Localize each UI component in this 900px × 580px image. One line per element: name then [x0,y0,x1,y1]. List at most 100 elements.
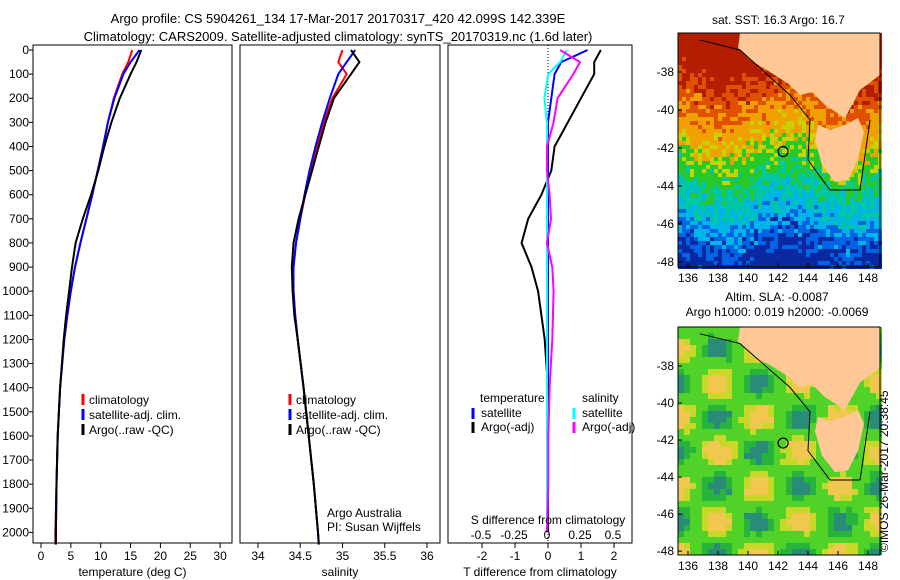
map-cell [698,145,702,149]
map-cell [678,57,682,61]
map-cell [754,133,758,137]
map-cell [690,145,694,149]
map-cell [722,201,726,205]
map-cell [750,73,754,77]
map-cell [814,97,818,101]
map-cell [830,261,834,265]
map-cell [766,205,770,209]
map-cell [742,105,746,109]
map-cell [790,137,794,141]
map-cell [762,117,766,121]
map-cell [786,423,792,429]
map-cell [766,161,770,165]
map-cell [780,549,786,555]
map-cell [770,257,774,261]
map-cell [798,441,804,447]
map-cell [854,105,858,109]
map-cell [802,105,806,109]
x-tick-label: 20 [154,549,168,563]
map-cell [722,133,726,137]
map-cell [850,229,854,233]
map-cell [694,141,698,145]
map-cell [678,381,684,387]
map-cell [804,441,810,447]
map-cell [830,233,834,237]
map-cell [694,133,698,137]
map-cell [744,495,750,501]
map-cell [798,197,802,201]
map-cell [698,213,702,217]
map-cell [870,105,874,109]
map-cell [726,477,732,483]
map-cell [846,405,852,411]
map-cell [714,197,718,201]
map-cell [806,229,810,233]
map-cell [822,125,826,129]
map-cell [846,519,852,525]
map-cell [778,81,782,85]
map-cell [714,33,718,37]
map-cell [690,513,696,519]
map-cell [714,345,720,351]
map-cell [762,229,766,233]
map-cell [858,181,862,185]
map-cell [690,197,694,201]
map-cell [734,49,738,53]
map-cell [762,537,768,543]
map-cell [774,189,778,193]
map-cell [738,471,744,477]
map-cell [782,149,786,153]
map-cell [840,483,846,489]
map-cell [810,141,814,145]
map-cell [684,399,690,405]
map-cell [774,543,780,549]
map-cell [742,93,746,97]
map-cell [694,169,698,173]
map-cell [714,189,718,193]
map-cell [696,351,702,357]
map-cell [866,229,870,233]
map-cell [786,531,792,537]
map-cell [862,245,866,249]
map-cell [786,253,790,257]
map-cell [798,249,802,253]
map-cell [834,537,840,543]
map-cell [694,153,698,157]
map-cell [694,209,698,213]
map-cell [804,477,810,483]
map-cell [722,177,726,181]
map-cell [826,177,830,181]
map-cell [798,221,802,225]
map-cell [738,181,742,185]
map-cell [710,53,714,57]
map-cell [858,149,862,153]
map-cell [686,181,690,185]
map-cell [710,209,714,213]
map-cell [782,197,786,201]
map-cell [876,393,882,399]
map-cell [782,117,786,121]
map-cell [778,177,782,181]
map-cell [858,447,864,453]
map-cell [750,387,756,393]
map-cell [818,185,822,189]
map-cell [754,73,758,77]
map-cell [722,253,726,257]
map-cell [708,345,714,351]
map-cell [746,77,750,81]
map-cell [858,537,864,543]
map-cell [866,113,870,117]
map-cell [854,197,858,201]
x2-tick-label: 0.25 [568,528,592,542]
map-cell [874,149,878,153]
map-cell [682,141,686,145]
lat-tick-label: -42 [657,141,675,155]
map-cell [762,77,766,81]
map-cell [714,97,718,101]
map-cell [678,423,684,429]
map-cell [794,165,798,169]
map-cell [678,73,682,77]
map-cell [774,241,778,245]
map-cell [714,531,720,537]
lon-tick-label: 142 [768,559,788,573]
